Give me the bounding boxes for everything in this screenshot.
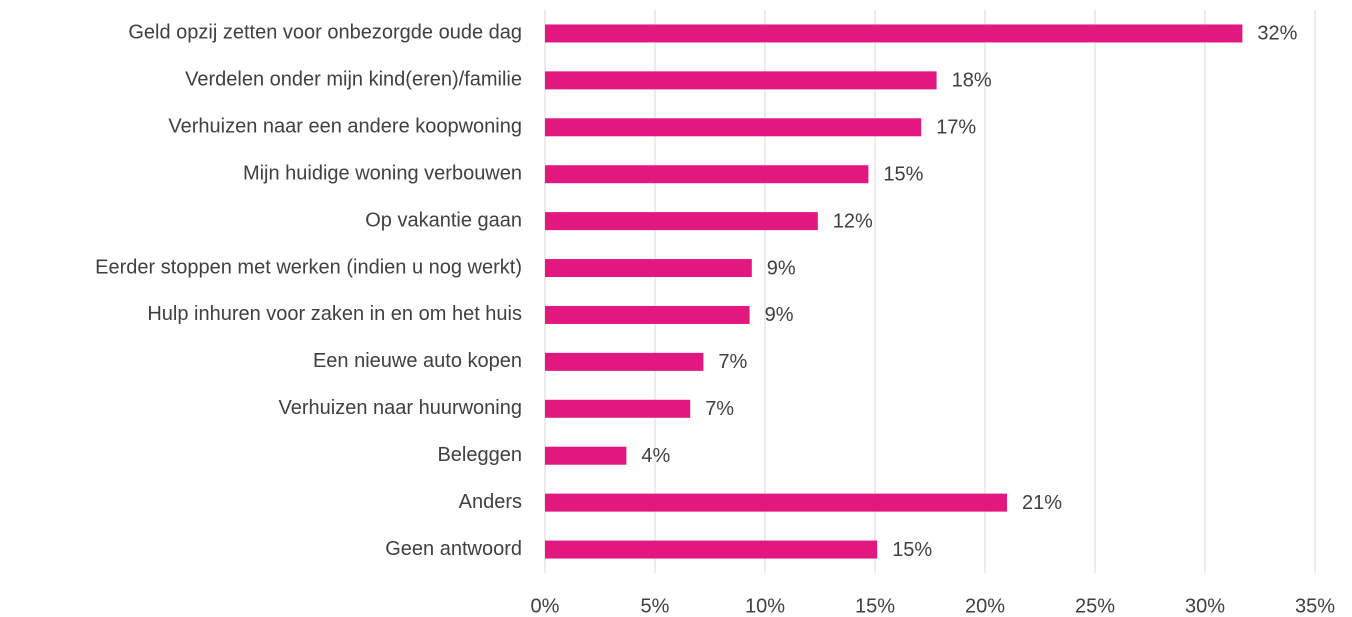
y-tick-label: Beleggen [437,444,522,466]
data-label: 32% [1257,23,1297,45]
data-label: 4% [641,445,670,467]
bar [545,165,869,184]
bar [545,71,937,90]
y-tick-label: Verdelen onder mijn kind(eren)/familie [185,69,522,91]
data-label: 15% [892,539,932,561]
bar [545,399,691,418]
x-tick-label: 35% [1295,595,1335,617]
y-tick-label: Verhuizen naar huurwoning [278,397,522,419]
data-label: 21% [1022,492,1062,514]
x-tick-label: 15% [855,595,895,617]
bar [545,305,750,324]
x-tick-label: 20% [965,595,1005,617]
data-label: 18% [952,70,992,92]
bar [545,259,752,278]
bar [545,118,922,137]
y-tick-label: Geen antwoord [385,538,522,560]
y-tick-label: Geld opzij zetten voor onbezorgde oude d… [128,22,522,44]
bar [545,24,1243,43]
y-tick-label: Hulp inhuren voor zaken in en om het hui… [147,303,522,325]
x-tick-label: 10% [745,595,785,617]
y-tick-label: Op vakantie gaan [365,209,522,231]
bar [545,352,704,371]
data-label: 9% [765,304,794,326]
x-tick-label: 25% [1075,595,1115,617]
y-tick-label: Een nieuwe auto kopen [313,350,522,372]
bar [545,540,878,559]
y-tick-label: Mijn huidige woning verbouwen [243,162,522,184]
bar [545,493,1007,512]
x-tick-label: 5% [641,595,670,617]
y-tick-label: Eerder stoppen met werken (indien u nog … [95,256,522,278]
bar [545,212,818,231]
data-label: 15% [883,163,923,185]
data-label: 17% [936,117,976,139]
data-label: 7% [718,351,747,373]
bar [545,446,627,465]
x-tick-label: 0% [531,595,560,617]
data-label: 7% [705,398,734,420]
x-tick-label: 30% [1185,595,1225,617]
data-label: 9% [767,257,796,279]
y-tick-label: Anders [459,491,522,513]
data-label: 12% [833,210,873,232]
y-tick-label: Verhuizen naar een andere koopwoning [168,116,522,138]
